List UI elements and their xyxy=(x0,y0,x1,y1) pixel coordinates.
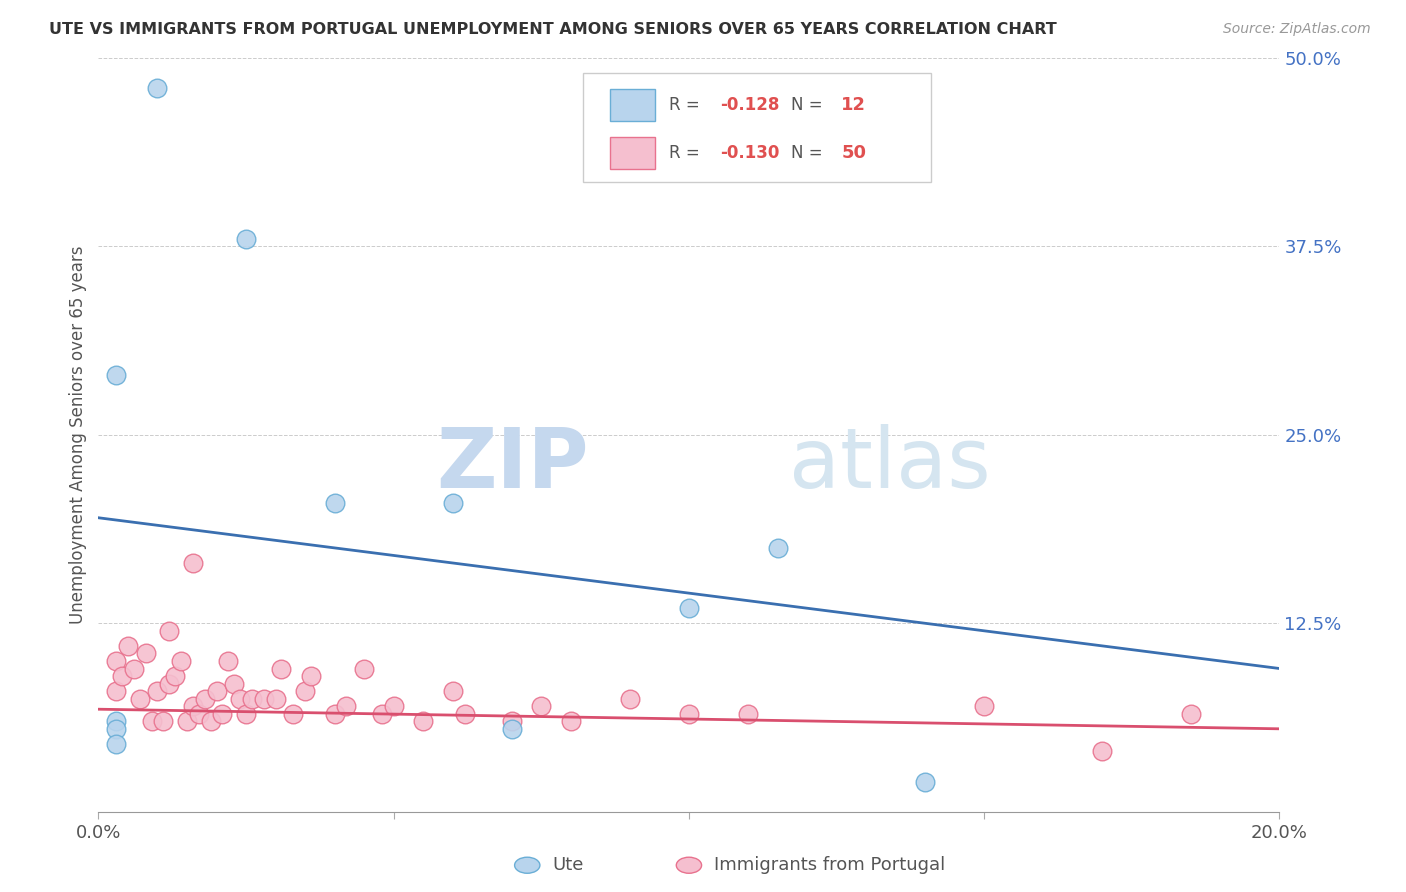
Point xyxy=(914,774,936,789)
Point xyxy=(187,706,209,721)
Point xyxy=(323,706,346,721)
Point xyxy=(382,699,405,714)
Point xyxy=(270,661,292,675)
Text: Immigrants from Portugal: Immigrants from Portugal xyxy=(714,856,945,874)
Point xyxy=(229,691,252,706)
Point xyxy=(217,654,239,668)
Point xyxy=(678,601,700,615)
Point xyxy=(240,691,263,706)
Point xyxy=(353,661,375,675)
Point xyxy=(224,676,246,690)
Point xyxy=(105,714,128,729)
Point xyxy=(253,691,276,706)
Point xyxy=(737,706,759,721)
Point xyxy=(678,706,700,721)
Y-axis label: Unemployment Among Seniors over 65 years: Unemployment Among Seniors over 65 years xyxy=(69,245,87,624)
Point xyxy=(1091,744,1114,758)
Point xyxy=(165,669,187,683)
Point xyxy=(323,496,346,510)
Point xyxy=(1180,706,1202,721)
Point xyxy=(157,624,180,638)
Point xyxy=(111,669,134,683)
Point xyxy=(973,699,995,714)
FancyBboxPatch shape xyxy=(610,137,655,169)
Text: N =: N = xyxy=(790,145,827,162)
Point xyxy=(141,714,163,729)
Point xyxy=(441,496,464,510)
Point xyxy=(335,699,357,714)
Point xyxy=(194,691,217,706)
Text: ZIP: ZIP xyxy=(436,425,589,506)
Point xyxy=(264,691,287,706)
Point xyxy=(441,684,464,698)
Text: UTE VS IMMIGRANTS FROM PORTUGAL UNEMPLOYMENT AMONG SENIORS OVER 65 YEARS CORRELA: UTE VS IMMIGRANTS FROM PORTUGAL UNEMPLOY… xyxy=(49,22,1057,37)
Point xyxy=(105,684,128,698)
Point xyxy=(412,714,434,729)
Point xyxy=(501,714,523,729)
Text: Source: ZipAtlas.com: Source: ZipAtlas.com xyxy=(1223,22,1371,37)
Point xyxy=(766,541,789,555)
Point xyxy=(146,684,169,698)
Text: N =: N = xyxy=(790,96,827,114)
Text: atlas: atlas xyxy=(789,425,991,506)
Point xyxy=(181,556,204,570)
Text: R =: R = xyxy=(669,145,704,162)
Point xyxy=(170,654,193,668)
Point xyxy=(560,714,582,729)
Point xyxy=(152,714,174,729)
Point xyxy=(283,706,305,721)
Point xyxy=(117,639,139,653)
Point xyxy=(105,722,128,736)
Point xyxy=(122,661,145,675)
Point xyxy=(128,691,150,706)
Point xyxy=(146,81,169,95)
Point xyxy=(200,714,222,729)
Point xyxy=(453,706,475,721)
FancyBboxPatch shape xyxy=(610,89,655,121)
Point xyxy=(235,232,257,246)
Point xyxy=(530,699,553,714)
Point xyxy=(619,691,641,706)
Point xyxy=(235,706,257,721)
Point xyxy=(105,654,128,668)
Point xyxy=(157,676,180,690)
Text: 50: 50 xyxy=(841,145,866,162)
FancyBboxPatch shape xyxy=(582,73,931,182)
Text: Ute: Ute xyxy=(553,856,583,874)
Point xyxy=(181,699,204,714)
Point xyxy=(501,722,523,736)
Text: 12: 12 xyxy=(841,96,866,114)
Point xyxy=(294,684,316,698)
Text: -0.128: -0.128 xyxy=(720,96,779,114)
Point xyxy=(371,706,394,721)
Point xyxy=(176,714,198,729)
Text: R =: R = xyxy=(669,96,704,114)
Point xyxy=(211,706,233,721)
Point xyxy=(105,368,128,382)
Point xyxy=(135,647,157,661)
Point xyxy=(105,737,128,751)
Point xyxy=(205,684,228,698)
Point xyxy=(299,669,322,683)
Text: -0.130: -0.130 xyxy=(720,145,779,162)
